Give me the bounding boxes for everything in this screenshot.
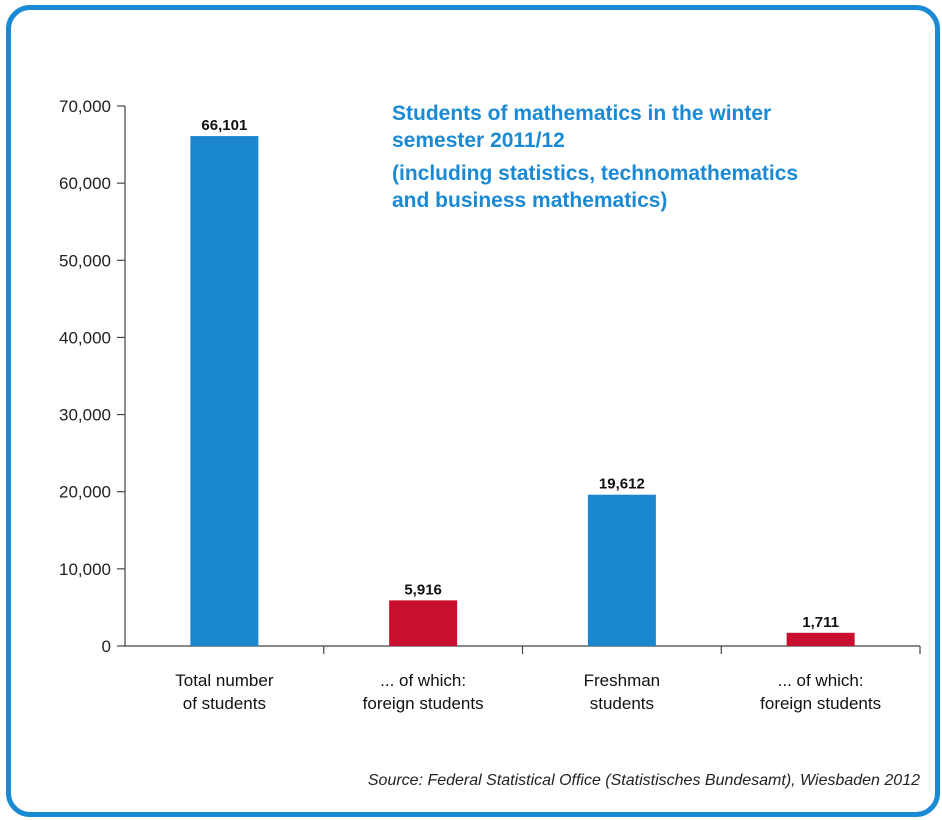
data-label: 1,711 — [802, 614, 839, 631]
x-axis: Total number of students ... of which: fore… — [125, 645, 921, 713]
x-category-label: Freshman — [584, 671, 661, 690]
title-line: Students of mathematics in the winter — [392, 102, 772, 125]
chart-frame — [6, 5, 940, 817]
y-tick-label: 70,000 — [59, 97, 111, 116]
x-category-label: ... of which: — [380, 671, 466, 690]
x-category-label: foreign students — [363, 694, 484, 713]
subtitle-line: (including statistics, technomathematics — [392, 162, 799, 185]
y-tick-label: 20,000 — [59, 483, 111, 502]
data-label: 5,916 — [404, 581, 442, 598]
y-axis: 0 10,000 20,000 30,000 40,000 50,000 60,000 70,… — [59, 97, 126, 656]
y-tick-label: 40,000 — [59, 328, 111, 347]
bars: 66,101 5,916 19,612 1,711 — [190, 117, 855, 646]
bar — [389, 600, 458, 646]
x-category-label: students — [590, 694, 654, 713]
x-category-label: of students — [183, 694, 266, 713]
y-tick-label: 10,000 — [59, 560, 111, 579]
x-category-label: ... of which: — [778, 671, 864, 690]
data-label: 19,612 — [599, 476, 645, 493]
y-tick-label: 50,000 — [59, 251, 111, 270]
chart-title: Students of mathematics in the winter se… — [392, 100, 912, 214]
x-category-label: Total number — [175, 671, 274, 690]
subtitle-line: and business mathematics) — [392, 189, 668, 212]
bar — [587, 494, 656, 646]
bar — [786, 632, 855, 646]
y-tick-label: 60,000 — [59, 174, 111, 193]
y-tick-label: 30,000 — [59, 406, 111, 425]
source-note: Source: Federal Statistical Office (Stat… — [367, 772, 920, 789]
data-label: 66,101 — [201, 117, 247, 134]
x-category-label: foreign students — [760, 694, 881, 713]
y-tick-label: 0 — [102, 637, 111, 656]
title-line: semester 2011/12 — [392, 129, 565, 152]
bar — [190, 136, 259, 646]
